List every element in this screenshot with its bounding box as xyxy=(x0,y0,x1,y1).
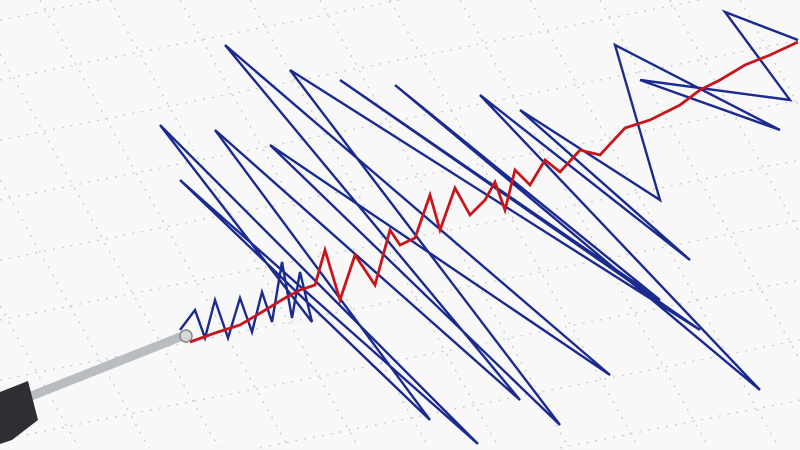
stylus-body xyxy=(0,381,38,444)
grid-line xyxy=(559,399,800,449)
stylus-tip xyxy=(179,329,193,343)
grid-line xyxy=(0,179,150,449)
blue-seismic-trace xyxy=(159,9,799,445)
grid-line xyxy=(599,0,800,361)
grid-line xyxy=(0,279,800,441)
stylus xyxy=(0,329,193,444)
grid-line xyxy=(0,53,220,449)
grid-line xyxy=(0,39,800,201)
grid-line xyxy=(0,99,800,261)
grid-line xyxy=(0,0,701,141)
grid-line xyxy=(0,0,401,81)
grid-line xyxy=(0,305,80,449)
grid-line xyxy=(669,0,800,235)
grid-line xyxy=(259,339,800,449)
stylus-rod xyxy=(1,330,190,411)
grid-line xyxy=(179,0,430,449)
red-seismic-trace xyxy=(189,40,799,344)
grid-line xyxy=(0,159,800,321)
